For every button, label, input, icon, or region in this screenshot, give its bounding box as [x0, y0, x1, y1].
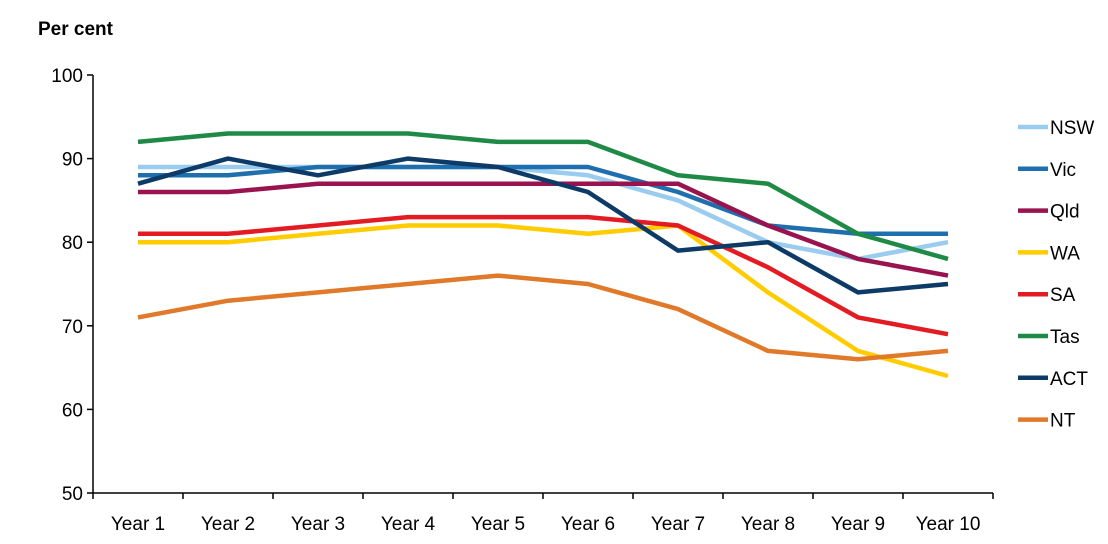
y-axis-title: Per cent — [38, 19, 114, 40]
y-tick-label: 80 — [62, 233, 83, 254]
legend: NSW Vic Qld WA SA Tas ACT NT — [1018, 118, 1094, 432]
y-tick-label: 100 — [51, 66, 83, 87]
axes: 50 60 70 80 90 100 Year 1 Year 2 Year 3 Year 4 Yea… — [51, 66, 994, 535]
series-line-wa — [138, 223, 949, 379]
x-tick-label: Year 1 — [111, 514, 165, 535]
legend-label-qld: Qld — [1050, 202, 1080, 223]
series-line-sa — [138, 214, 949, 337]
x-tick-label: Year 9 — [831, 514, 885, 535]
x-tick-label: Year 7 — [651, 514, 705, 535]
legend-label-wa: WA — [1050, 243, 1080, 264]
y-tick-label: 70 — [62, 317, 83, 338]
series-line-act — [137, 156, 949, 295]
series-line-tas — [137, 131, 949, 262]
x-tick-label: Year 6 — [561, 514, 615, 535]
y-tick-label: 60 — [62, 400, 83, 421]
legend-label-sa: SA — [1050, 285, 1076, 306]
series-line-qld — [138, 181, 949, 278]
legend-label-act: ACT — [1050, 369, 1088, 390]
x-tick-label: Year 10 — [916, 514, 981, 535]
y-tick-label: 90 — [62, 150, 83, 171]
legend-label-tas: Tas — [1050, 327, 1080, 348]
x-tick-label: Year 8 — [741, 514, 795, 535]
series-line-nt — [137, 273, 949, 362]
legend-label-nt: NT — [1050, 411, 1076, 432]
legend-label-nsw: NSW — [1050, 118, 1094, 139]
x-tick-label: Year 5 — [471, 514, 525, 535]
x-tick-label: Year 4 — [381, 514, 436, 535]
x-tick-label: Year 2 — [201, 514, 255, 535]
y-tick-label: 50 — [62, 484, 83, 505]
series-line-vic — [138, 164, 948, 237]
x-tick-label: Year 3 — [291, 514, 345, 535]
series-lines — [137, 131, 949, 379]
legend-label-vic: Vic — [1050, 160, 1076, 181]
